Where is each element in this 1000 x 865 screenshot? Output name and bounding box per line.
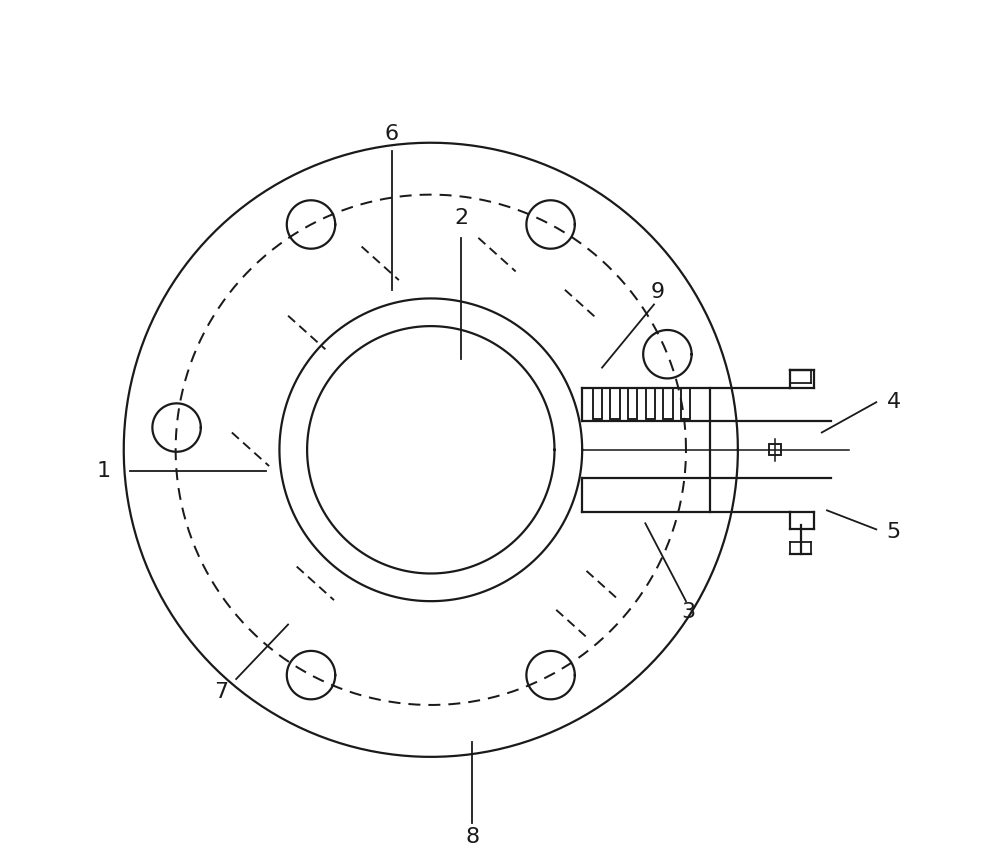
Bar xyxy=(610,388,620,419)
Bar xyxy=(663,388,673,419)
Bar xyxy=(646,388,655,419)
Bar xyxy=(769,445,781,456)
Text: 7: 7 xyxy=(214,682,229,702)
Bar xyxy=(681,388,690,419)
Text: 2: 2 xyxy=(454,208,468,228)
Text: 5: 5 xyxy=(886,522,901,542)
Text: 9: 9 xyxy=(650,281,664,302)
Bar xyxy=(628,388,637,419)
Text: 6: 6 xyxy=(385,124,399,144)
Text: 4: 4 xyxy=(887,392,901,413)
Text: 3: 3 xyxy=(682,602,696,623)
Bar xyxy=(593,388,602,419)
Text: 1: 1 xyxy=(97,461,111,482)
Text: 8: 8 xyxy=(465,827,479,848)
